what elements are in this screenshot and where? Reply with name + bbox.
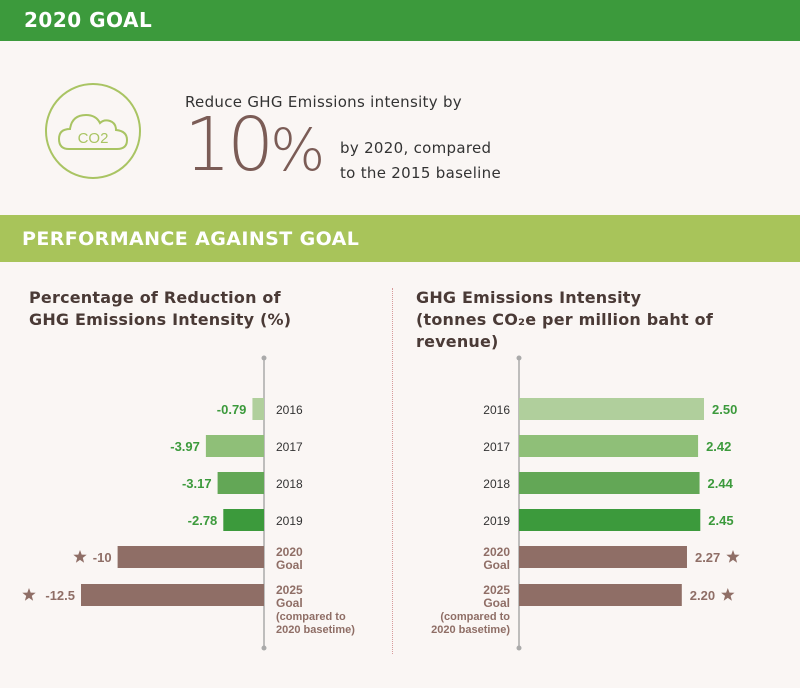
chart1-value-label-4: -10 (93, 550, 112, 565)
chart2-axis-cap-top (516, 355, 522, 361)
chart2-value-label-3: 2.45 (708, 513, 733, 528)
goal-header-title: 2020 GOAL (24, 8, 153, 32)
goal-description: by 2020, compared to the 2015 baseline (340, 136, 501, 186)
chart1-value-label-1: -3.97 (170, 439, 200, 454)
chart1-category-label-2-0: 2018 (276, 477, 303, 491)
chart2-category-label-4-1: Goal (483, 558, 510, 572)
chart2-value-label-1: 2.42 (706, 439, 731, 454)
chart1-bar-3 (223, 509, 264, 531)
chart1-bar-4 (117, 546, 264, 568)
goal-value-unit: % (270, 116, 326, 184)
chart1-bar-1 (205, 435, 264, 457)
chart1-category-label-0-0: 2016 (276, 403, 303, 417)
chart1-star-icon-4 (73, 550, 87, 563)
chart2-bar-0 (519, 398, 704, 420)
chart1-value-label-0: -0.79 (217, 402, 247, 417)
chart2-category-label-2-0: 2018 (483, 477, 510, 491)
chart1-star-icon-5 (22, 588, 36, 601)
goal-header-band: 2020 GOAL (0, 0, 800, 41)
chart1-value-label-5: -12.5 (45, 588, 75, 603)
chart2-category-label-4-0: 2020 (483, 545, 510, 559)
chart1-category-label-5-3: 2020 basetime) (276, 624, 355, 636)
chart1-title-line2: GHG Emissions Intensity (%) (29, 310, 292, 329)
chart2-category-label-5-2: (compared to (440, 611, 510, 623)
goal-value: 10% (184, 108, 325, 182)
co2-icon-text: CO2 (78, 130, 109, 147)
chart2-bar-2 (519, 472, 700, 494)
goal-intro: Reduce GHG Emissions intensity by (185, 93, 462, 111)
chart1-category-label-3-0: 2019 (276, 514, 303, 528)
chart1-category-label-4-1: Goal (276, 558, 303, 572)
cloud-icon: CO2 (57, 113, 129, 150)
chart1-value-label-2: -3.17 (182, 476, 212, 491)
chart2-category-label-1-0: 2017 (483, 440, 510, 454)
chart2-category-label-0-0: 2016 (483, 403, 510, 417)
co2-cloud-icon: CO2 (45, 83, 141, 179)
chart2-category-label-5-3: 2020 basetime) (431, 624, 510, 636)
chart2-bar-4 (519, 546, 687, 568)
chart2-bar-3 (519, 509, 701, 531)
chart1-bar-0 (252, 398, 264, 420)
chart2-axis-cap-bottom (516, 645, 522, 651)
chart1-category-label-5-2: (compared to (276, 611, 346, 623)
chart-divider (392, 288, 393, 654)
goal-line-1: by 2020, compared (340, 139, 492, 157)
chart1-value-label-3: -2.78 (188, 513, 218, 528)
chart1-category-label-5-0: 2025 (276, 583, 303, 597)
chart1-axis-cap-top (261, 355, 267, 361)
chart1-axis-cap-bottom (261, 645, 267, 651)
chart2-bar-5 (519, 584, 682, 606)
chart2-star-icon-5 (721, 588, 735, 601)
chart2-star-icon-4 (726, 550, 740, 563)
chart2-category-label-5-1: Goal (483, 596, 510, 610)
chart1-title-line1: Percentage of Reduction of (29, 288, 281, 307)
chart1-bar-5 (81, 584, 264, 606)
chart2-value-label-0: 2.50 (712, 402, 737, 417)
chart1-category-label-5-1: Goal (276, 596, 303, 610)
chart2-value-label-2: 2.44 (708, 476, 734, 491)
chart2-category-label-5-0: 2025 (483, 583, 510, 597)
chart2-bar-1 (519, 435, 699, 457)
chart1-bar-2 (217, 472, 264, 494)
goal-line-2: to the 2015 baseline (340, 164, 501, 182)
chart2-category-label-3-0: 2019 (483, 514, 510, 528)
performance-title: PERFORMANCE AGAINST GOAL (22, 228, 360, 250)
performance-band: PERFORMANCE AGAINST GOAL (0, 215, 800, 262)
chart2-title-line2: (tonnes CO₂e per million baht of revenue… (416, 310, 713, 351)
chart1-category-label-4-0: 2020 (276, 545, 303, 559)
chart1-title: Percentage of Reduction of GHG Emissions… (29, 287, 291, 331)
chart2-title-line1: GHG Emissions Intensity (416, 288, 642, 307)
chart2-title: GHG Emissions Intensity (tonnes CO₂e per… (416, 287, 800, 353)
goal-value-number: 10 (184, 102, 274, 188)
chart1-category-label-1-0: 2017 (276, 440, 303, 454)
chart2-value-label-4: 2.27 (695, 550, 720, 565)
chart2-value-label-5: 2.20 (690, 588, 715, 603)
